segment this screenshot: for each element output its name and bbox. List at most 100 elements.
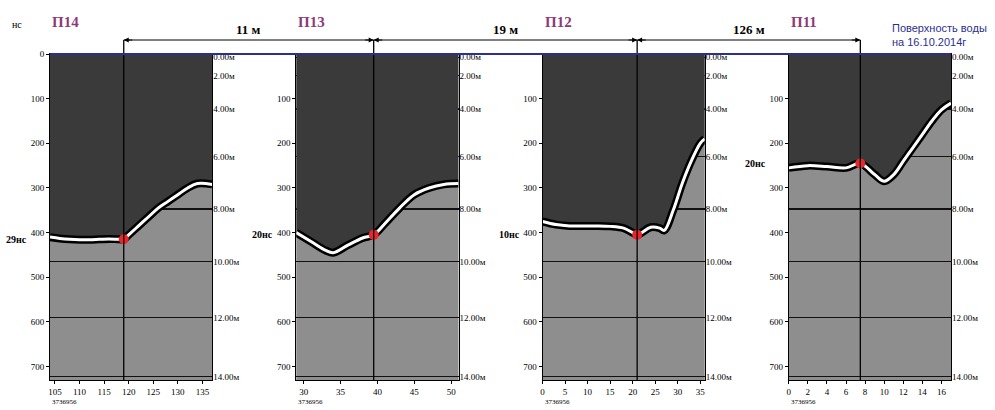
svg-text:6.00м: 6.00м <box>213 152 235 162</box>
svg-text:200: 200 <box>277 138 291 148</box>
svg-text:45: 45 <box>410 387 420 397</box>
svg-text:0: 0 <box>40 49 45 59</box>
svg-text:14.00м: 14.00м <box>706 372 732 382</box>
svg-text:15: 15 <box>606 387 616 397</box>
svg-text:35: 35 <box>696 387 706 397</box>
svg-text:300: 300 <box>31 183 45 193</box>
svg-text:50: 50 <box>447 387 457 397</box>
svg-text:П12: П12 <box>545 14 572 30</box>
svg-text:12.00м: 12.00м <box>460 313 486 323</box>
svg-text:12.00м: 12.00м <box>706 313 732 323</box>
svg-text:4: 4 <box>825 387 830 397</box>
svg-text:2.00м: 2.00м <box>952 71 974 81</box>
svg-text:2.00м: 2.00м <box>706 71 728 81</box>
svg-text:700: 700 <box>769 362 783 372</box>
svg-text:300: 300 <box>769 183 783 193</box>
svg-text:16: 16 <box>937 387 947 397</box>
svg-text:8.00м: 8.00м <box>213 204 235 214</box>
svg-text:20нс: 20нс <box>745 158 766 169</box>
svg-text:25: 25 <box>651 387 661 397</box>
svg-text:10.00м: 10.00м <box>952 257 978 267</box>
svg-text:500: 500 <box>523 272 537 282</box>
svg-text:29нс: 29нс <box>6 234 27 245</box>
svg-text:126 м: 126 м <box>733 22 765 37</box>
svg-text:20: 20 <box>628 387 638 397</box>
svg-text:3736956: 3736956 <box>791 398 816 406</box>
svg-text:2.00м: 2.00м <box>213 71 235 81</box>
svg-text:10: 10 <box>880 387 890 397</box>
svg-text:10.00м: 10.00м <box>706 257 732 267</box>
svg-text:П11: П11 <box>791 14 817 30</box>
svg-text:500: 500 <box>769 272 783 282</box>
svg-text:2.00м: 2.00м <box>460 71 482 81</box>
svg-text:20нс: 20нс <box>252 229 273 240</box>
svg-text:400: 400 <box>523 228 537 238</box>
svg-text:0.00м: 0.00м <box>213 52 235 62</box>
svg-text:0: 0 <box>540 387 545 397</box>
svg-text:600: 600 <box>277 317 291 327</box>
svg-text:600: 600 <box>31 317 45 327</box>
svg-text:110: 110 <box>73 387 87 397</box>
svg-text:0.00м: 0.00м <box>460 52 482 62</box>
svg-text:6.00м: 6.00м <box>460 152 482 162</box>
svg-text:500: 500 <box>277 272 291 282</box>
svg-text:100: 100 <box>31 94 45 104</box>
svg-text:700: 700 <box>31 362 45 372</box>
svg-text:0: 0 <box>787 387 792 397</box>
svg-text:100: 100 <box>769 94 783 104</box>
svg-text:10нс: 10нс <box>499 229 520 240</box>
svg-text:6: 6 <box>844 387 849 397</box>
svg-text:4.00м: 4.00м <box>213 104 235 114</box>
svg-text:400: 400 <box>31 228 45 238</box>
svg-text:300: 300 <box>523 183 537 193</box>
svg-text:40: 40 <box>373 387 383 397</box>
svg-text:10.00м: 10.00м <box>213 257 239 267</box>
svg-text:200: 200 <box>769 138 783 148</box>
svg-text:125: 125 <box>147 387 161 397</box>
svg-text:100: 100 <box>523 94 537 104</box>
svg-text:0.00м: 0.00м <box>952 52 974 62</box>
svg-text:30: 30 <box>299 387 309 397</box>
svg-text:12: 12 <box>899 387 908 397</box>
svg-text:12.00м: 12.00м <box>952 313 978 323</box>
svg-text:35: 35 <box>336 387 346 397</box>
svg-text:10: 10 <box>583 387 593 397</box>
svg-text:Поверхность водына 16.10.2014г: Поверхность водына 16.10.2014г <box>892 22 987 48</box>
svg-text:3736956: 3736956 <box>52 398 77 406</box>
svg-text:5: 5 <box>563 387 568 397</box>
svg-text:600: 600 <box>523 317 537 327</box>
svg-text:П13: П13 <box>298 14 325 30</box>
svg-text:14.00м: 14.00м <box>952 372 978 382</box>
svg-text:700: 700 <box>523 362 537 372</box>
svg-text:300: 300 <box>277 183 291 193</box>
svg-text:19 м: 19 м <box>493 22 518 37</box>
svg-text:400: 400 <box>769 228 783 238</box>
svg-text:3736956: 3736956 <box>298 398 323 406</box>
svg-text:30: 30 <box>673 387 683 397</box>
svg-text:14.00м: 14.00м <box>460 372 486 382</box>
svg-text:14: 14 <box>918 387 928 397</box>
svg-text:115: 115 <box>97 387 111 397</box>
svg-text:130: 130 <box>171 387 185 397</box>
svg-text:0.00м: 0.00м <box>706 52 728 62</box>
svg-text:200: 200 <box>31 138 45 148</box>
svg-text:6.00м: 6.00м <box>706 152 728 162</box>
svg-text:100: 100 <box>277 94 291 104</box>
svg-text:500: 500 <box>31 272 45 282</box>
svg-text:6.00м: 6.00м <box>952 152 974 162</box>
svg-text:П14: П14 <box>52 14 79 30</box>
svg-text:4.00м: 4.00м <box>460 104 482 114</box>
svg-text:8.00м: 8.00м <box>952 204 974 214</box>
svg-text:14.00м: 14.00м <box>213 372 239 382</box>
svg-text:400: 400 <box>277 228 291 238</box>
svg-text:4.00м: 4.00м <box>706 104 728 114</box>
svg-text:135: 135 <box>196 387 210 397</box>
svg-text:11 м: 11 м <box>236 22 261 37</box>
svg-text:3736956: 3736956 <box>545 398 570 406</box>
svg-text:8: 8 <box>863 387 868 397</box>
svg-text:200: 200 <box>523 138 537 148</box>
svg-text:600: 600 <box>769 317 783 327</box>
svg-text:700: 700 <box>277 362 291 372</box>
svg-text:105: 105 <box>48 387 62 397</box>
svg-text:2: 2 <box>806 387 811 397</box>
